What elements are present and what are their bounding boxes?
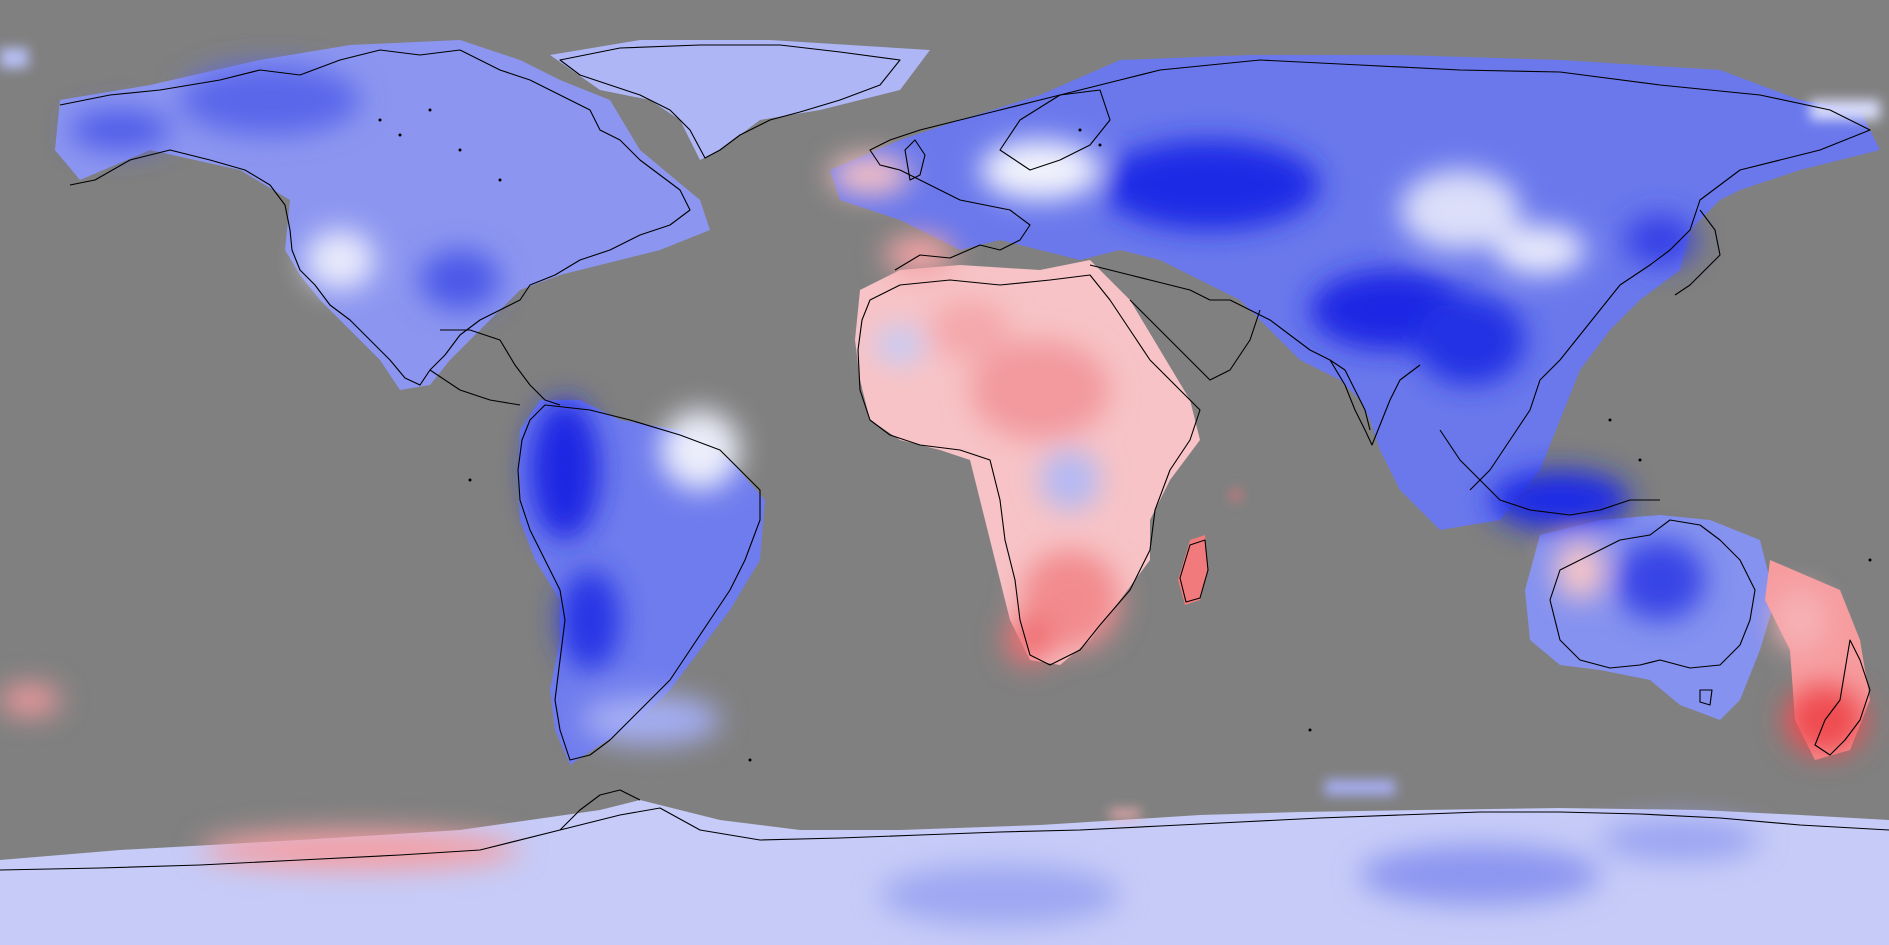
detail-dot — [1098, 143, 1102, 147]
region-africa — [855, 260, 1200, 665]
anomaly-blob — [1415, 295, 1525, 385]
coastline-greenland — [559, 44, 901, 159]
anomaly-blob — [200, 830, 520, 870]
detail-dot — [748, 758, 752, 762]
region-greenland — [550, 40, 930, 160]
anomaly-blob — [420, 250, 500, 310]
coastline-tasmania — [1699, 689, 1713, 706]
anomaly-blob — [1040, 450, 1100, 510]
coastline-europe — [869, 69, 1161, 271]
coastlines — [0, 44, 1889, 871]
anomaly-blob — [1555, 540, 1605, 600]
coastline-antarctic-peninsula — [559, 789, 641, 831]
anomaly-blob — [1360, 845, 1600, 905]
anomaly-blob — [1005, 615, 1055, 665]
anomaly-blob — [530, 400, 600, 540]
detail-dot — [498, 178, 502, 182]
anomaly-blob — [580, 695, 720, 745]
anomaly-blob — [830, 155, 910, 195]
coastline-britain — [904, 139, 926, 181]
anomaly-blob — [305, 230, 375, 290]
detail-dot — [378, 118, 382, 122]
anomaly-blob — [180, 65, 360, 135]
island-patch — [1325, 780, 1395, 795]
coastline-se-asia — [1439, 429, 1660, 516]
region-madagascar — [1178, 535, 1208, 605]
coastline-antarctica — [0, 807, 1889, 871]
detail-dot — [428, 108, 432, 112]
detail-dot — [398, 133, 402, 137]
coastline-arabia — [1129, 299, 1261, 381]
coastline-india — [1329, 359, 1421, 446]
anomaly-blob — [660, 410, 740, 490]
island-patch — [1110, 810, 1140, 818]
anomaly-blob — [1600, 820, 1760, 860]
island-patch — [1232, 490, 1240, 500]
detail-dot — [1868, 558, 1872, 562]
anomaly-blob — [1495, 225, 1585, 275]
anomaly-blob — [1400, 170, 1520, 250]
coastline-asia — [1089, 59, 1871, 491]
detail-dot — [468, 478, 472, 482]
anomaly-blob — [0, 685, 60, 715]
island-patch — [1810, 100, 1880, 120]
coastline-australia — [1549, 519, 1756, 669]
coastline-north-america — [59, 49, 691, 386]
island-patch — [0, 48, 28, 68]
detail-dot — [1638, 458, 1642, 462]
coastline-new-zealand — [1814, 639, 1871, 756]
anomaly-field — [0, 65, 1865, 925]
coastline-japan — [1674, 209, 1721, 296]
anomaly-blob — [930, 300, 1010, 360]
detail-dot — [1308, 728, 1312, 732]
anomaly-blob — [1100, 140, 1320, 230]
anomaly-blob — [1625, 215, 1695, 265]
detail-dot — [458, 148, 462, 152]
anomaly-blob — [880, 865, 1120, 925]
coastline-south-america — [517, 404, 761, 761]
anomaly-blob — [560, 570, 620, 670]
island-patches — [0, 48, 1880, 818]
anomaly-blob — [70, 110, 170, 150]
anomaly-blob — [970, 340, 1110, 440]
coastline-details — [378, 108, 1872, 762]
coastline-africa — [857, 274, 1201, 666]
detail-dot — [1608, 418, 1612, 422]
coastline-central-america — [429, 329, 561, 406]
anomaly-blob — [1615, 540, 1705, 620]
coastline-madagascar — [1179, 539, 1209, 603]
anomaly-blob — [1490, 470, 1630, 530]
anomaly-blob — [1775, 590, 1825, 650]
detail-dot — [1078, 128, 1082, 132]
anomaly-blob — [875, 325, 925, 365]
coastline-scandinavia — [999, 89, 1111, 171]
